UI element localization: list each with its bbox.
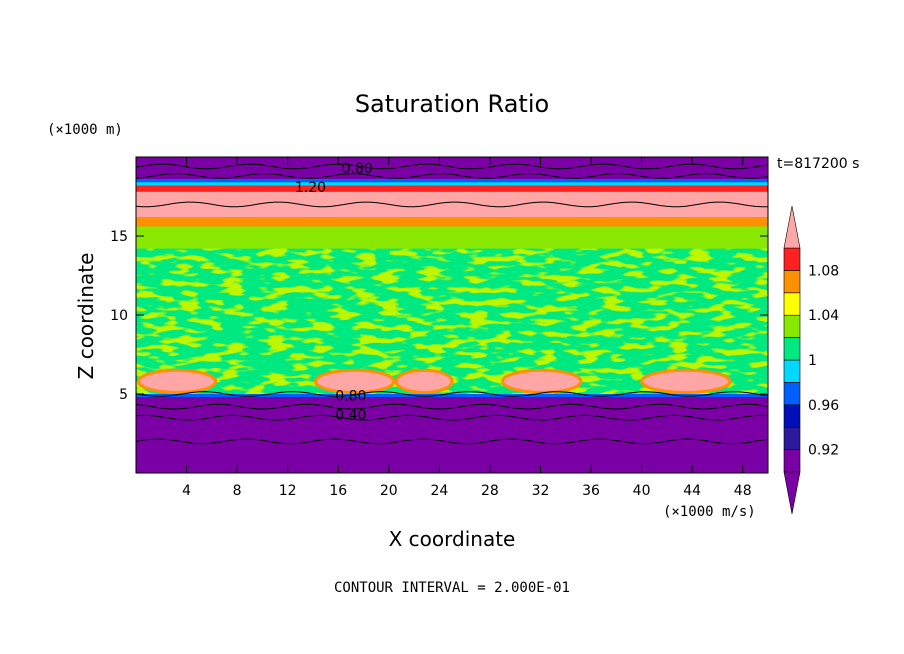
colorbar-segment — [783, 247, 801, 271]
field-band-cyan — [136, 182, 768, 186]
x-tick-label: 48 — [734, 483, 752, 499]
low-cloud-patch-4 — [501, 368, 583, 394]
colorbar-segment — [783, 404, 801, 428]
y-tick-label: 10 — [110, 308, 128, 324]
colorbar-segment — [783, 449, 801, 473]
colorbar-tick-label: 1.04 — [808, 308, 839, 324]
y-unit-label: (×1000 m) — [47, 122, 123, 138]
low-cloud-patch-2 — [313, 368, 396, 394]
x-tick-label: 40 — [633, 483, 651, 499]
x-tick-label: 24 — [430, 483, 448, 499]
colorbar-tick-label: 0.96 — [808, 398, 839, 414]
field-band-blue — [136, 179, 768, 183]
x-tick-label: 16 — [329, 483, 347, 499]
colorbar-extend-min — [783, 471, 801, 515]
contour-label: 0.40 — [335, 407, 366, 423]
field-band-orange — [136, 217, 768, 227]
contour-label: 0.80 — [342, 161, 373, 177]
chart-title: Saturation Ratio — [355, 90, 549, 118]
field-band-upper-green — [136, 226, 768, 249]
contour-label: 0.80 — [335, 388, 366, 404]
y-axis: 5 10 15 — [110, 229, 768, 403]
x-axis-label: X coordinate — [389, 527, 516, 551]
colorbar-segment — [783, 359, 801, 383]
x-axis: 4 8 12 16 20 24 28 32 36 40 44 48 — [182, 157, 752, 499]
contour-line-3 — [136, 403, 768, 410]
colorbar-tick-label: 1.08 — [808, 263, 839, 279]
colorbar-segment — [783, 292, 801, 316]
colorbar-extend-max — [783, 205, 801, 249]
colorbar-segment — [783, 382, 801, 406]
field-band-dry-upper — [136, 157, 768, 180]
x-tick-label: 4 — [182, 483, 191, 499]
contour-interval-note: CONTOUR INTERVAL = 2.000E-01 — [334, 580, 570, 596]
low-cloud-patch-1 — [137, 368, 218, 394]
contour-label: 1.20 — [295, 180, 326, 196]
x-tick-label: 8 — [233, 483, 242, 499]
contour-line-4 — [136, 391, 768, 397]
field-band-red — [136, 185, 768, 192]
field-band-supersaturated — [136, 191, 768, 218]
colorbar-segment — [783, 426, 801, 450]
colorbar-tick-label: 1 — [808, 353, 817, 369]
x-tick-label: 44 — [683, 483, 701, 499]
field-band-thin-transition — [136, 394, 768, 398]
x-tick-label: 36 — [582, 483, 600, 499]
contour-line-6 — [136, 173, 768, 179]
y-tick-label: 5 — [119, 387, 128, 403]
field-texture-mid — [136, 239, 768, 394]
x-unit-label: (×1000 m/s) — [663, 504, 756, 520]
contour-labels: 0.80 1.20 0.80 0.40 — [295, 161, 373, 423]
y-axis-label: Z coordinate — [74, 253, 98, 380]
colorbar-segment — [783, 270, 801, 294]
low-cloud-patch-3 — [394, 368, 454, 394]
contour-line-7 — [136, 163, 768, 170]
low-cloud-patch-5 — [640, 368, 732, 394]
colorbar-segment — [783, 337, 801, 361]
x-tick-label: 28 — [481, 483, 499, 499]
time-label: t=817200 s — [777, 156, 859, 172]
plot-area — [136, 157, 768, 473]
field-band-dry-lower — [136, 394, 768, 473]
colorbar: 0.92 0.96 1 1.04 1.08 — [783, 205, 839, 515]
x-tick-label: 32 — [532, 483, 550, 499]
contour-line-5 — [136, 201, 768, 208]
colorbar-tick-label: 0.92 — [808, 443, 839, 459]
contour-line-2 — [136, 414, 768, 421]
contour-line-1 — [136, 438, 768, 445]
y-tick-label: 15 — [110, 229, 128, 245]
colorbar-segment — [783, 314, 801, 338]
x-tick-label: 20 — [380, 483, 398, 499]
x-tick-label: 12 — [279, 483, 297, 499]
